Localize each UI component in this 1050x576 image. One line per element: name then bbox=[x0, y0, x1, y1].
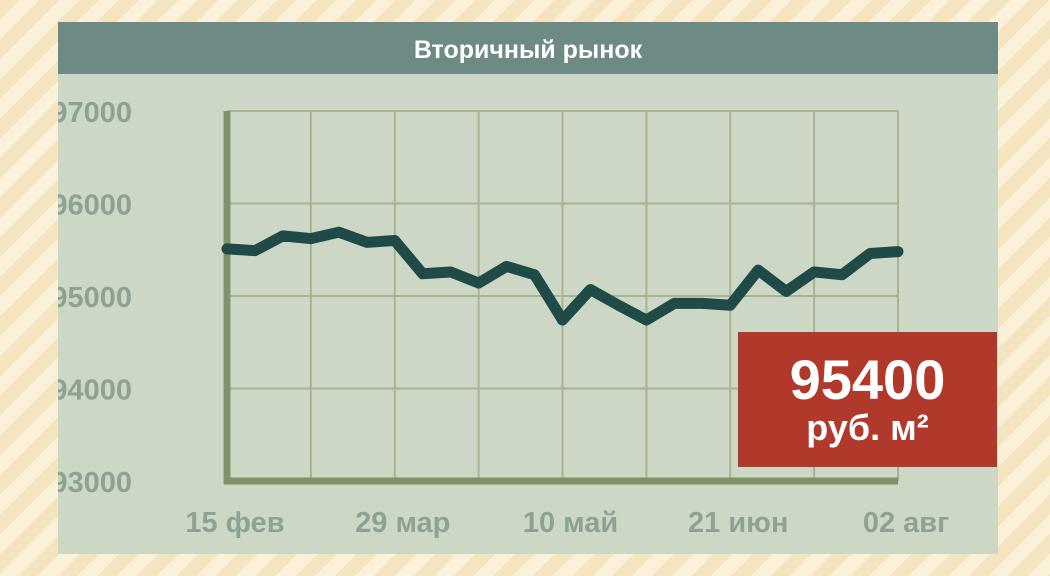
chart-title: Вторичный рынок bbox=[58, 22, 998, 74]
y-tick-label: 95000 bbox=[58, 282, 132, 314]
x-tick-label: 29 мар bbox=[355, 507, 450, 539]
price-value: 95400 bbox=[789, 348, 946, 411]
y-tick-label: 97000 bbox=[58, 97, 132, 129]
x-tick-label: 10 май bbox=[523, 507, 618, 539]
x-tick-label: 15 фев bbox=[185, 507, 284, 539]
y-tick-label: 96000 bbox=[58, 190, 132, 222]
y-tick-label: 94000 bbox=[58, 375, 132, 407]
line-chart: 97000 96000 95000 94000 93000 15 фев 29 мар 10 … bbox=[58, 97, 949, 539]
x-tick-label: 02 авг bbox=[863, 507, 949, 539]
chart-panel: 97000 96000 95000 94000 93000 15 фев 29 мар 10 … bbox=[58, 22, 998, 554]
y-tick-label: 93000 bbox=[58, 467, 132, 499]
price-unit: руб. м² bbox=[806, 407, 929, 448]
x-tick-label: 21 июн bbox=[688, 507, 788, 539]
current-price-badge: 95400 руб. м² bbox=[738, 332, 997, 467]
